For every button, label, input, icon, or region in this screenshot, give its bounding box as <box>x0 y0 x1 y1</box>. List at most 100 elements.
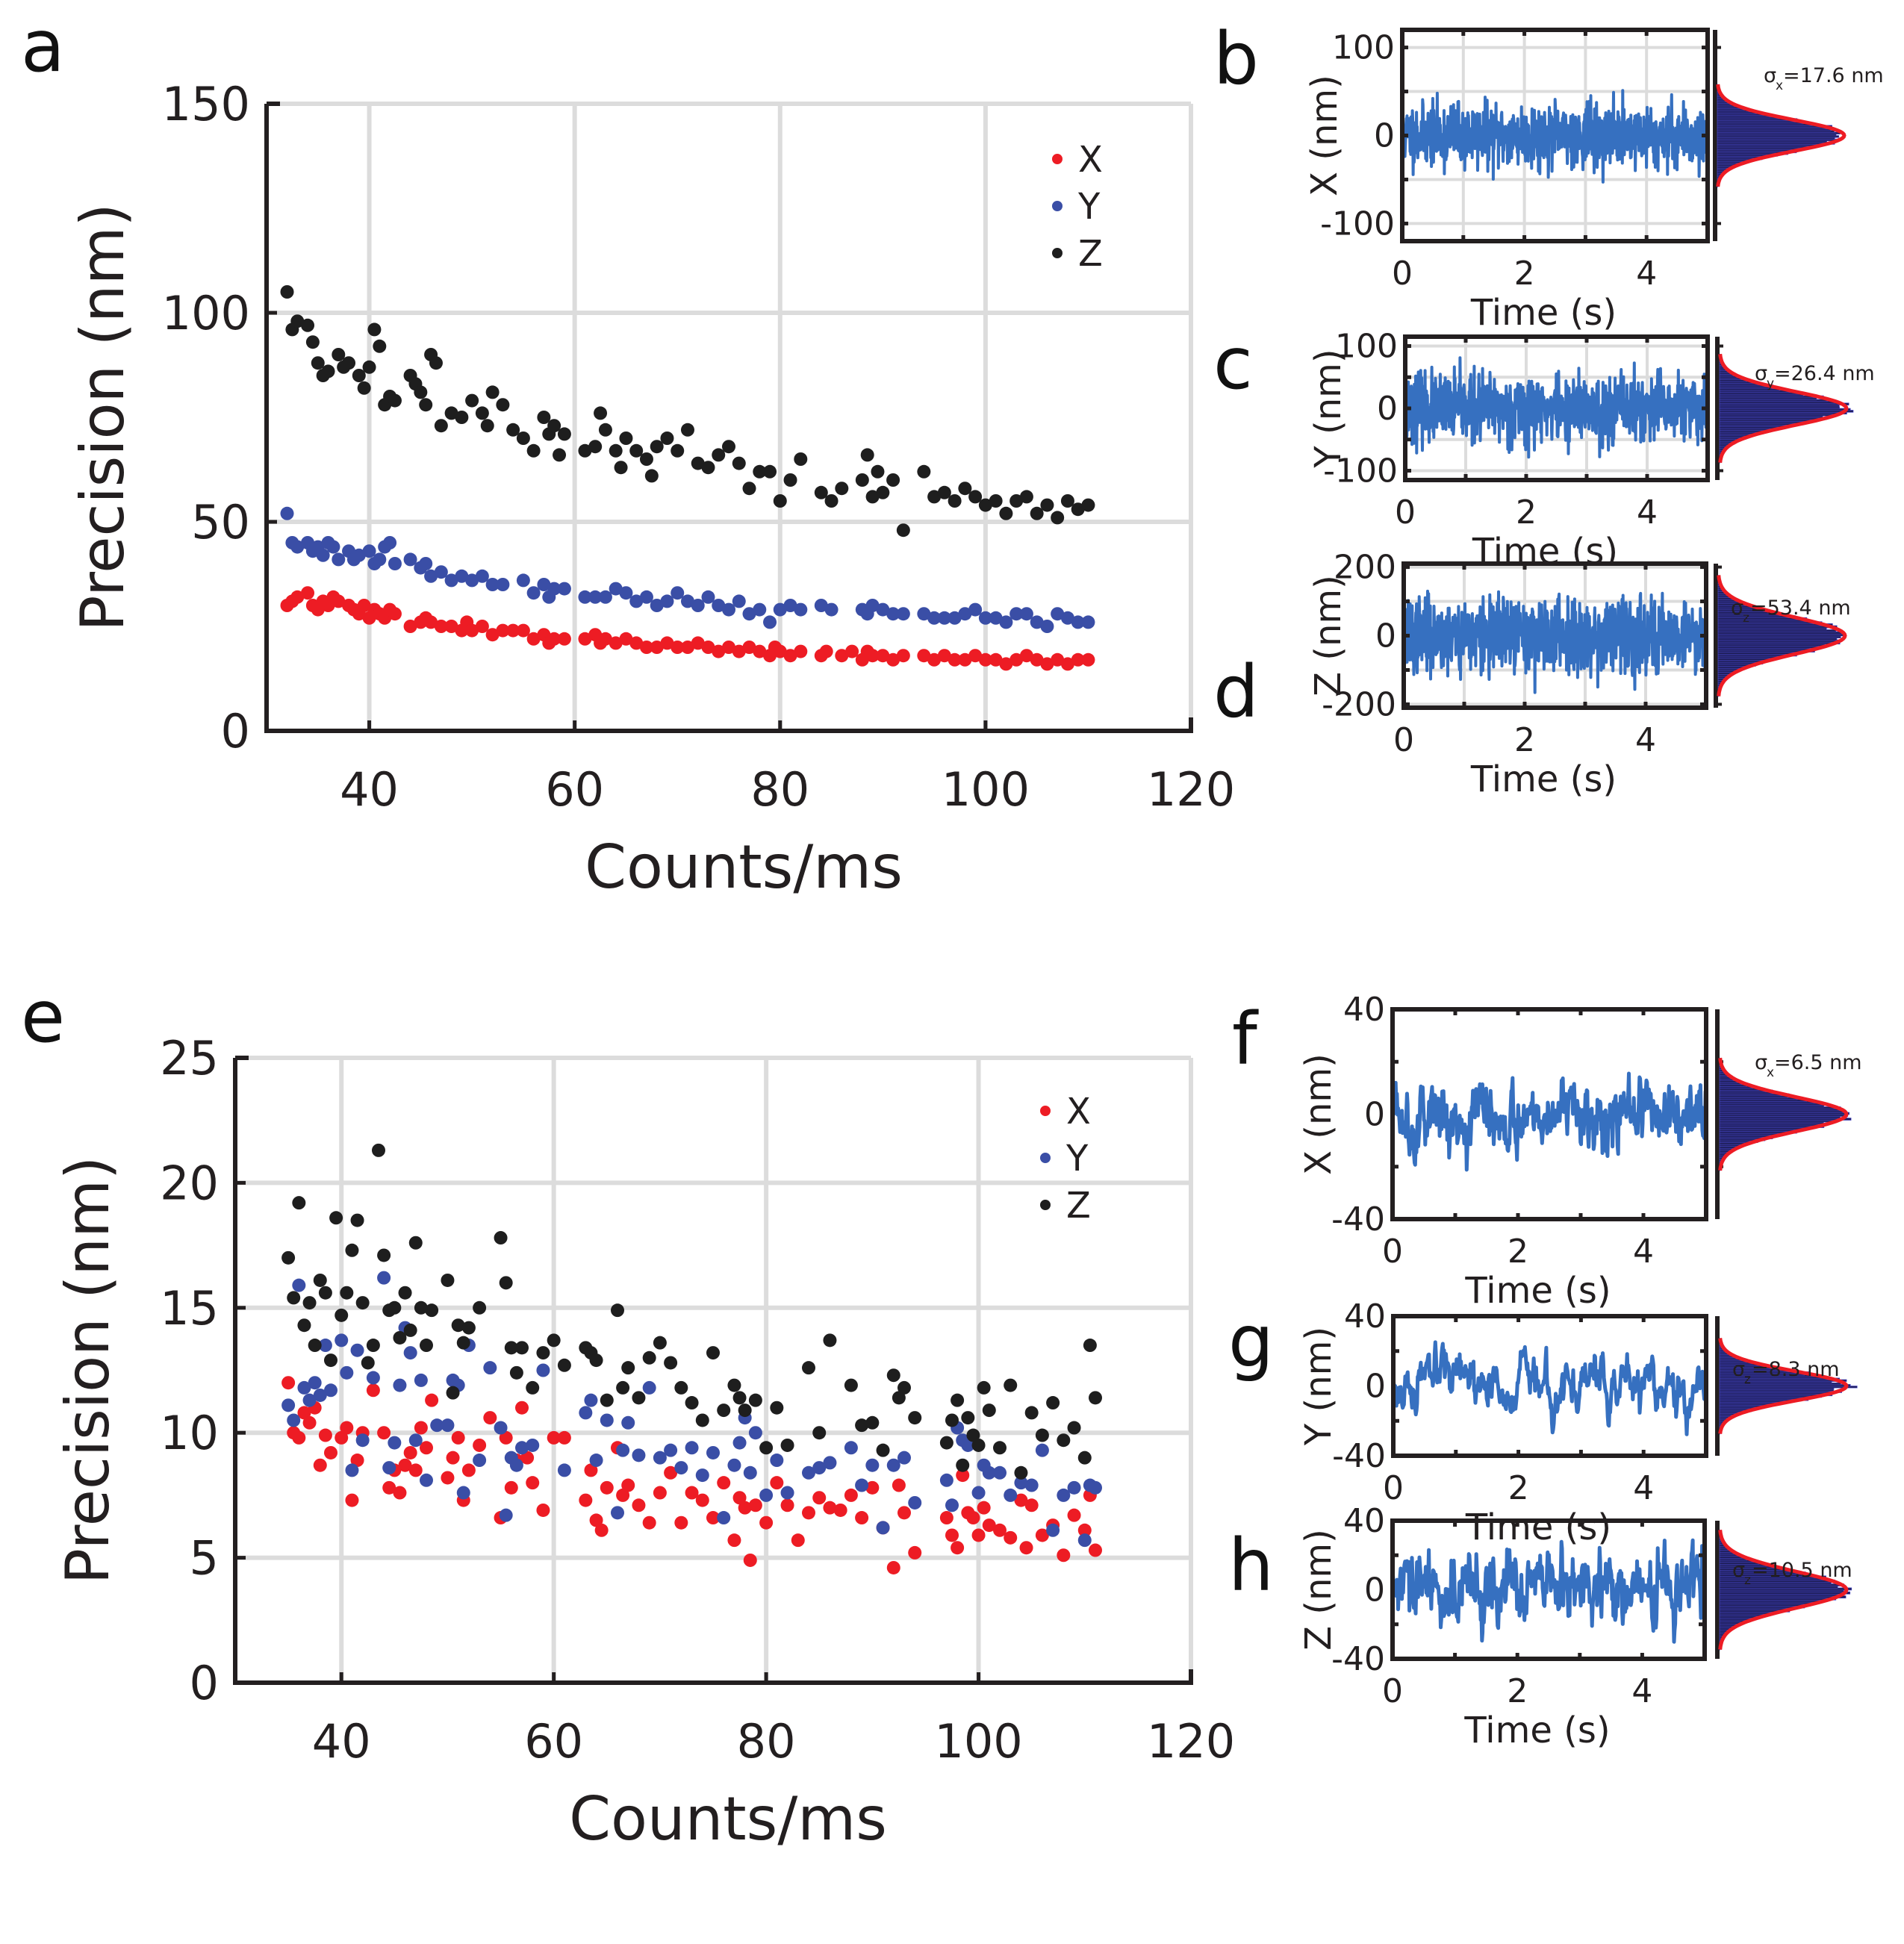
data-point-z <box>414 385 428 399</box>
data-point-y <box>812 1461 827 1475</box>
data-point-x <box>773 644 787 658</box>
data-point-z <box>475 406 489 420</box>
data-point-z <box>598 423 612 437</box>
data-point-y <box>971 1486 986 1500</box>
data-point-x <box>547 632 561 646</box>
data-point-x <box>632 1498 646 1512</box>
data-point-z <box>388 393 402 408</box>
data-point-y <box>773 602 787 617</box>
data-point-z <box>494 1231 508 1245</box>
data-point-x <box>664 1465 678 1480</box>
data-point-x <box>520 1451 535 1465</box>
data-point-z <box>1067 1421 1081 1435</box>
data-point-x <box>971 1528 986 1542</box>
time-trace <box>1401 89 1709 184</box>
data-point-y <box>1019 607 1033 621</box>
data-point-x <box>939 1511 953 1525</box>
panel-letter: h <box>1228 1524 1274 1607</box>
data-point-x <box>579 1493 593 1507</box>
data-point-y <box>408 1433 423 1448</box>
y-tick-label: 0 <box>1364 1571 1385 1610</box>
data-point-y <box>414 1373 428 1387</box>
sigma-symbol: σ <box>1764 64 1776 87</box>
sigma-label: σz =53.4 nm <box>1731 596 1851 626</box>
data-point-y <box>939 1473 953 1487</box>
data-point-y <box>1057 1488 1071 1502</box>
data-point-y <box>732 594 746 608</box>
data-point-x <box>844 1488 858 1502</box>
x-tick-label: 2 <box>1507 1672 1528 1710</box>
data-point-x <box>958 652 972 667</box>
data-point-y <box>1060 611 1074 625</box>
data-point-z <box>367 323 382 337</box>
x-tick-label: 0 <box>1383 1469 1404 1507</box>
data-point-z <box>611 1303 624 1318</box>
legend-marker-y <box>1052 201 1063 211</box>
time-trace <box>1391 1340 1708 1436</box>
legend-marker-x <box>1052 154 1063 164</box>
sigma-value: =53.4 nm <box>1750 596 1851 620</box>
data-point-z <box>362 360 376 374</box>
data-point-y <box>897 1451 911 1465</box>
y-tick-label: 40 <box>1343 1502 1385 1540</box>
data-point-y <box>324 1383 337 1398</box>
data-point-z <box>588 440 603 454</box>
data-point-z <box>1077 1451 1092 1465</box>
data-point-x <box>1089 1543 1102 1557</box>
data-point-z <box>305 335 320 349</box>
data-point-x <box>671 641 685 654</box>
data-point-x <box>485 628 500 642</box>
data-point-z <box>639 452 653 466</box>
data-point-y <box>494 1421 508 1435</box>
plot-frame <box>1390 1518 1707 1661</box>
data-point-z <box>388 1300 402 1315</box>
data-point-x <box>609 636 623 650</box>
data-point-x <box>1067 1508 1081 1522</box>
x-tick-label: 2 <box>1508 1233 1528 1271</box>
data-point-x <box>732 1491 747 1505</box>
sigma-label: σz =10.5 nm <box>1732 1559 1852 1588</box>
y-axis-label: Z (nm) <box>1307 575 1349 697</box>
y-axis-label: Y (nm) <box>1307 349 1349 468</box>
data-point-z <box>619 432 633 445</box>
data-point-y <box>1089 1480 1102 1495</box>
data-point-x <box>473 1438 487 1452</box>
data-point-z <box>547 1333 561 1348</box>
data-point-y <box>680 594 694 608</box>
data-point-z <box>414 1300 428 1315</box>
data-point-x <box>956 1468 970 1483</box>
data-point-z <box>951 1393 965 1407</box>
y-tick-label: 0 <box>1375 617 1396 655</box>
data-point-x <box>1009 652 1024 667</box>
data-point-z <box>794 452 808 466</box>
data-point-y <box>783 599 797 612</box>
data-point-y <box>999 615 1013 629</box>
data-point-y <box>403 1346 417 1360</box>
data-point-z <box>680 423 694 437</box>
sigma-subscript: z <box>1744 1573 1751 1588</box>
data-point-x <box>791 1533 805 1548</box>
data-point-x <box>794 644 808 658</box>
data-point-x <box>993 1523 1007 1537</box>
y-tick-label: -40 <box>1331 1640 1385 1678</box>
data-point-y <box>763 615 777 629</box>
data-point-z <box>1060 494 1074 508</box>
legend-label-y: Y <box>1065 1138 1089 1180</box>
data-point-z <box>982 1404 996 1418</box>
data-point-z <box>886 473 900 487</box>
data-point-z <box>722 440 735 454</box>
data-point-y <box>876 1521 890 1535</box>
data-point-x <box>557 632 571 646</box>
data-point-x <box>1030 652 1044 667</box>
data-point-z <box>978 498 992 512</box>
data-point-x <box>446 1451 460 1465</box>
data-point-x <box>966 1511 980 1525</box>
y-tick-label: 20 <box>160 1156 219 1210</box>
histogram <box>1717 84 1841 187</box>
data-point-z <box>355 1296 370 1310</box>
data-point-x <box>948 652 962 667</box>
data-point-x <box>302 1415 317 1430</box>
data-point-z <box>844 1378 858 1392</box>
data-point-y <box>1071 615 1085 629</box>
